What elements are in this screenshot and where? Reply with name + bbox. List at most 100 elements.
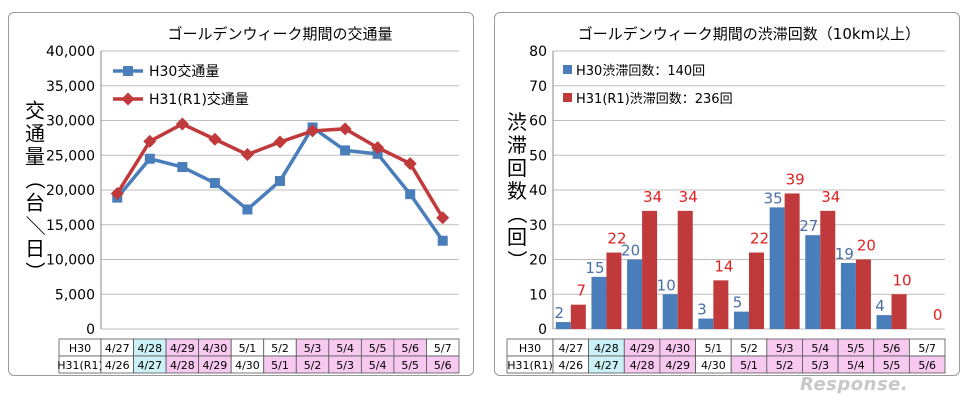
date-label: 5/6: [434, 359, 452, 372]
traffic-volume-panel: ゴールデンウィーク期間の交通量 0 5,000 10,000 15,000 20,000 2…: [8, 12, 474, 376]
legend-marker: [121, 92, 135, 106]
y-axis-label-char: 量: [25, 145, 45, 169]
data-label: 10: [657, 276, 676, 294]
table-row-label: H30: [69, 342, 91, 355]
date-label: 5/6: [883, 342, 901, 355]
bar: [555, 322, 571, 329]
bar: [876, 315, 892, 329]
data-point-marker: [273, 135, 287, 149]
date-label: 5/2: [304, 359, 322, 372]
bar: [749, 252, 764, 329]
data-point-marker: [371, 141, 385, 155]
data-point-marker: [177, 162, 188, 173]
chart-title: ゴールデンウィーク期間の交通量: [167, 25, 392, 43]
legend-label: H30渋滞回数：140回: [576, 64, 705, 79]
y-tick-label: 50: [529, 148, 547, 164]
y-tick-label: 30,000: [46, 114, 95, 130]
data-point-marker: [437, 235, 448, 246]
date-label: 5/7: [918, 342, 936, 355]
y-tick-label: 20,000: [46, 183, 95, 199]
data-point-marker: [436, 211, 450, 225]
y-tick-label: 20: [529, 253, 547, 269]
y-tick-label: 15,000: [46, 218, 95, 234]
date-label: 5/4: [336, 342, 354, 355]
data-point-marker: [208, 132, 222, 146]
data-point-marker: [242, 204, 253, 215]
y-axis-label-char: 回: [507, 156, 527, 180]
bar: [677, 210, 693, 329]
data-label: 22: [607, 230, 626, 248]
y-tick-label: 60: [529, 114, 547, 130]
bar: [662, 294, 678, 329]
date-label: 4/29: [170, 342, 195, 355]
data-label: 14: [714, 257, 733, 275]
table-row-label: H31(R1): [507, 359, 553, 372]
y-axis-label-char: ／: [23, 216, 47, 236]
y-axis-label-char: 数: [507, 179, 527, 203]
date-label: 5/3: [811, 359, 829, 372]
bar: [769, 207, 785, 329]
data-point-marker: [306, 124, 320, 138]
date-label: 4/29: [203, 359, 228, 372]
y-tick-label: 80: [529, 44, 547, 60]
date-label: 5/3: [304, 342, 322, 355]
y-tick-label: 10,000: [46, 253, 95, 269]
date-label: 4/30: [235, 359, 260, 372]
data-label: 5: [733, 294, 743, 312]
data-label: 34: [679, 188, 698, 206]
date-label: 5/7: [434, 342, 452, 355]
data-label: 19: [835, 245, 854, 263]
data-label: 3: [697, 301, 707, 319]
legend-label: H31(R1)渋滞回数：236回: [576, 92, 733, 107]
traffic-volume-chart: ゴールデンウィーク期間の交通量 0 5,000 10,000 15,000 20,000 2…: [23, 25, 460, 374]
date-label: 5/3: [776, 342, 794, 355]
date-label: 4/28: [594, 342, 619, 355]
y-axis-label-char: ）: [505, 250, 529, 270]
y-axis-label-char: 台: [25, 191, 45, 215]
y-tick-label: 10: [529, 287, 547, 303]
y-axis-label-char: 日: [25, 237, 45, 261]
date-label: 5/4: [847, 359, 865, 372]
y-axis-label-char: （: [23, 170, 47, 190]
data-point-marker: [209, 178, 220, 189]
data-label: 39: [786, 170, 805, 188]
data-label: 34: [643, 188, 662, 206]
data-point-marker: [403, 157, 417, 171]
data-label: 35: [764, 189, 783, 207]
bar: [784, 193, 800, 329]
bar: [591, 276, 607, 329]
y-tick-label: 5,000: [55, 287, 95, 303]
y-tick-label: 0: [86, 322, 95, 338]
data-point-marker: [143, 134, 157, 148]
date-label: 5/5: [883, 359, 901, 372]
y-tick-label: 30: [529, 218, 547, 234]
data-point-marker: [110, 186, 124, 200]
date-label: 5/6: [401, 342, 419, 355]
data-label: 4: [875, 297, 885, 315]
data-label: 15: [585, 259, 604, 277]
bar: [891, 294, 907, 329]
data-label: 20: [621, 242, 640, 260]
bar: [840, 262, 856, 329]
data-point-marker: [275, 175, 285, 186]
date-label: 4/29: [630, 342, 655, 355]
table-row-label: H30: [519, 342, 541, 355]
date-label: 4/30: [701, 359, 726, 372]
y-axis-label-char: 交: [25, 99, 45, 123]
date-label: 5/5: [401, 359, 419, 372]
date-label: 4/27: [137, 359, 162, 372]
legend-label: H30交通量: [149, 63, 219, 80]
data-label: 20: [857, 237, 876, 255]
data-label: 2: [555, 304, 565, 322]
date-label: 4/30: [665, 342, 690, 355]
bar: [627, 259, 643, 329]
legend-swatch: [563, 93, 572, 102]
date-label: 5/6: [918, 359, 936, 372]
data-point-marker: [340, 145, 351, 156]
data-point-marker: [144, 153, 155, 164]
date-label: 4/28: [137, 342, 162, 355]
y-tick-label: 40: [529, 183, 547, 199]
table-cell: [908, 355, 946, 374]
legend-label: H31(R1)交通量: [149, 91, 249, 108]
bar: [820, 210, 836, 329]
